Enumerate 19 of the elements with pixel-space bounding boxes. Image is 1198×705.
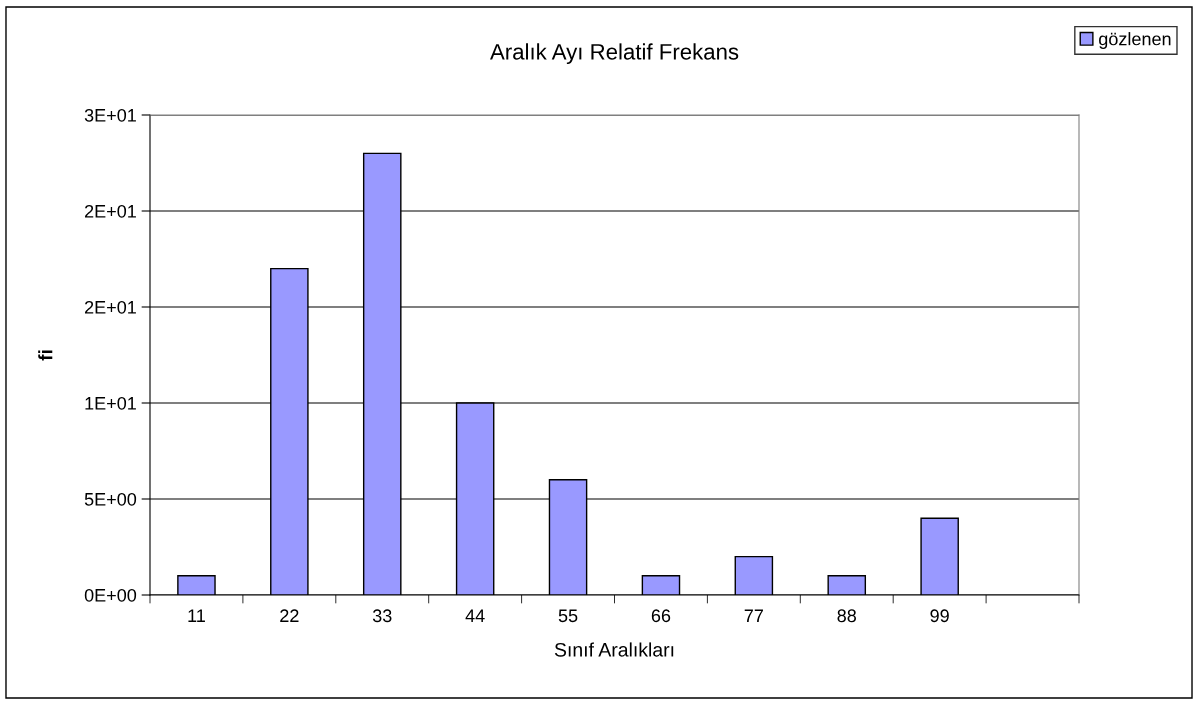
y-tick-label: 5E+00	[84, 492, 137, 506]
x-tick-label: 66	[651, 609, 671, 623]
y-tick-label: 2E+01	[85, 204, 136, 218]
x-tick-label: 33	[372, 609, 392, 623]
chart-title: Aralık Ayı Relatif Frekans	[490, 43, 739, 65]
x-tick-label: 22	[280, 609, 299, 622]
y-tick-label: 3E+01	[84, 108, 136, 122]
x-tick-label: 44	[465, 609, 485, 622]
y-tick-label: 1E+01	[85, 396, 136, 410]
x-tick-label: 55	[558, 609, 578, 623]
x-tick-label: 99	[930, 609, 949, 623]
legend-label: gözlenen	[1099, 32, 1171, 49]
x-axis-title: Sınıf Aralıkları	[554, 642, 674, 657]
x-tick-label: 11	[188, 609, 205, 622]
x-tick-label: 77	[744, 609, 763, 622]
y-tick-label: 0E+00	[84, 588, 137, 602]
y-axis-title: fi	[38, 350, 53, 361]
x-tick-label: 88	[837, 609, 857, 623]
y-tick-label: 2E+01	[85, 300, 136, 314]
